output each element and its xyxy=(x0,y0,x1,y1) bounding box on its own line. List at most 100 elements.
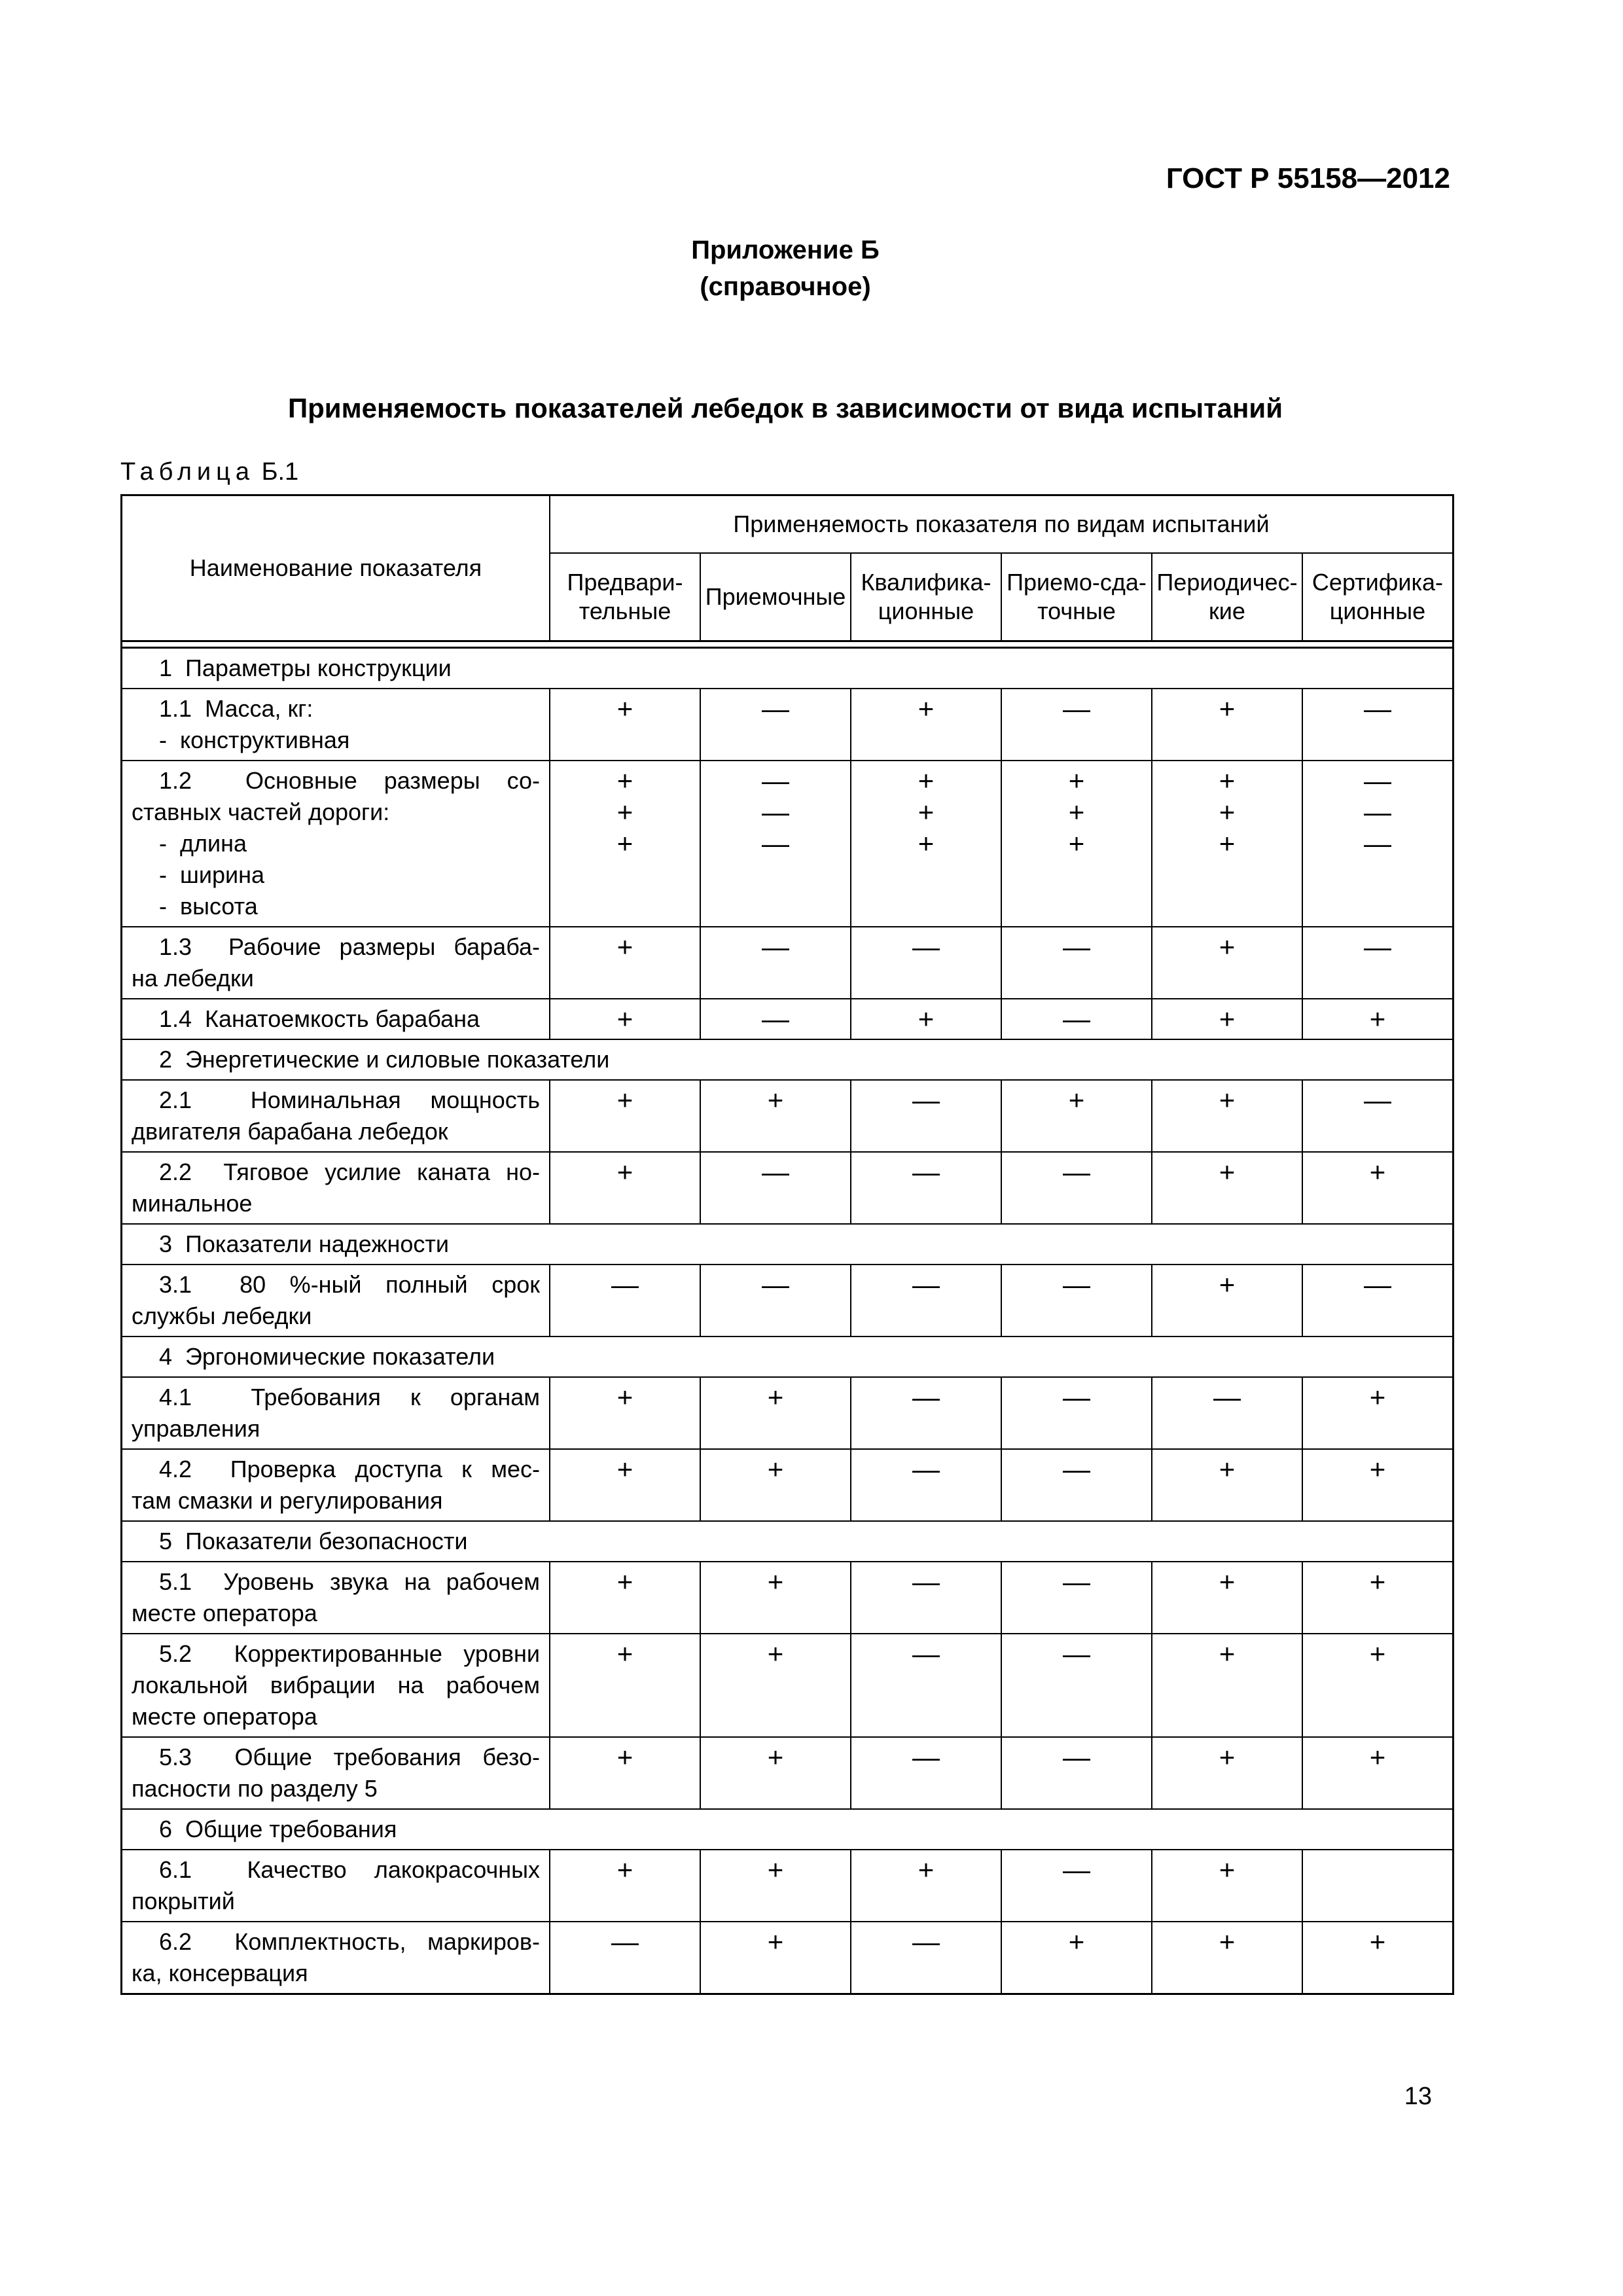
mark-cell: — xyxy=(1302,689,1452,760)
table-row: 2.2 Тяговое усилие каната но-минальное + —… xyxy=(122,1151,1452,1223)
dash-mark: — xyxy=(1364,765,1391,796)
plus-mark: + xyxy=(1219,828,1236,859)
mark-cell: + xyxy=(700,1922,850,1993)
label-line: 2.1 Номинальная мощность xyxy=(159,1086,540,1113)
mark-cell: — — — xyxy=(1302,761,1452,926)
mark-cell: — xyxy=(549,1265,700,1336)
label-line: 6.2 Комплектность, маркиров- xyxy=(159,1928,540,1955)
plus-mark: + xyxy=(616,1854,633,1885)
label-line: месте оператора xyxy=(132,1703,317,1730)
dash-mark: — xyxy=(1063,1269,1090,1300)
section-label: 4 Эргономические показатели xyxy=(159,1343,495,1370)
row-label-cell: 5.1 Уровень звука на рабочем месте операт… xyxy=(122,1562,549,1633)
mark-cell: — xyxy=(850,1450,1001,1520)
plus-mark: + xyxy=(1219,1638,1236,1669)
mark-cell: — xyxy=(1302,1081,1452,1151)
label-line: - высота xyxy=(159,893,258,920)
dash-mark: — xyxy=(611,1926,639,1957)
plus-mark: + xyxy=(1369,1742,1386,1772)
dash-mark: — xyxy=(912,1454,940,1484)
row-label-cell: 1.4 Канатоемкость барабана xyxy=(122,999,549,1039)
dash-mark: — xyxy=(1063,693,1090,724)
mark-cell: — xyxy=(1001,1153,1151,1223)
label-line: 5.1 Уровень звука на рабочем xyxy=(159,1568,540,1595)
dash-mark: — xyxy=(1364,931,1391,962)
plus-mark: + xyxy=(1369,1566,1386,1597)
mark-cell: — xyxy=(850,1265,1001,1336)
plus-mark: + xyxy=(1369,1926,1386,1957)
mark-cell: + xyxy=(1151,1922,1302,1993)
dash-mark: — xyxy=(1063,1854,1090,1885)
label-line: минальное xyxy=(132,1190,253,1217)
dash-mark: — xyxy=(912,1269,940,1300)
mark-cell: — xyxy=(700,999,850,1039)
table-caption-word: Таблица xyxy=(120,458,255,486)
mark-cell: + xyxy=(1001,1922,1151,1993)
span-header: Применяемость показателя по видам испыта… xyxy=(549,496,1452,554)
mark-cell: + xyxy=(1302,1450,1452,1520)
mark-cell: — xyxy=(1302,1265,1452,1336)
table-row: 1.2 Основные размеры со-ставных частей д… xyxy=(122,760,1452,926)
plus-mark: + xyxy=(1219,1085,1236,1115)
label-line: 5.3 Общие требования безо- xyxy=(159,1744,540,1770)
plus-mark: + xyxy=(918,1003,935,1034)
mark-cell: + xyxy=(1302,1738,1452,1808)
mark-cell: + xyxy=(1151,1153,1302,1223)
dash-mark: — xyxy=(1063,1638,1090,1669)
mark-cell: — xyxy=(700,927,850,998)
mark-cell: — xyxy=(1001,1634,1151,1736)
mark-cell: + xyxy=(549,1153,700,1223)
plus-mark: + xyxy=(1068,1085,1085,1115)
mark-cell: — xyxy=(1001,1850,1151,1921)
mark-cell: + xyxy=(700,1738,850,1808)
plus-mark: + xyxy=(767,1566,784,1597)
label-line: на лебедки xyxy=(132,965,254,992)
row-label-cell: 1.2 Основные размеры со-ставных частей д… xyxy=(122,761,549,926)
section-row: 5 Показатели безопасности xyxy=(122,1520,1452,1561)
mark-cell: + xyxy=(700,1850,850,1921)
mark-cell: + xyxy=(549,927,700,998)
mark-cell: + xyxy=(700,1378,850,1448)
label-line: месте оператора xyxy=(132,1600,317,1626)
mark-cell: + xyxy=(549,1378,700,1448)
plus-mark: + xyxy=(918,765,935,796)
plus-mark: + xyxy=(1219,765,1236,796)
plus-mark: + xyxy=(616,931,633,962)
dash-mark: — xyxy=(762,797,789,827)
plus-mark: + xyxy=(1219,1003,1236,1034)
label-line: 1.3 Рабочие размеры бараба- xyxy=(159,933,540,960)
mark-cell: — xyxy=(850,1738,1001,1808)
table-caption-number: Б.1 xyxy=(261,458,299,486)
mark-cell: + xyxy=(700,1634,850,1736)
dash-mark: — xyxy=(762,1003,789,1034)
label-line: 3.1 80 %-ный полный срок xyxy=(159,1271,540,1298)
plus-mark: + xyxy=(616,1157,633,1187)
mark-cell: + xyxy=(700,1562,850,1633)
plus-mark: + xyxy=(1369,1382,1386,1412)
mark-cell: — xyxy=(850,1922,1001,1993)
dash-mark: — xyxy=(912,1085,940,1115)
dash-mark: — xyxy=(1063,1157,1090,1187)
mark-cell: + xyxy=(1151,689,1302,760)
section-row: 1 Параметры конструкции xyxy=(122,649,1452,688)
section-row: 2 Энергетические и силовые показатели xyxy=(122,1039,1452,1079)
label-line: - длина xyxy=(159,830,247,857)
dash-mark: — xyxy=(912,931,940,962)
table-row: 1.3 Рабочие размеры бараба-на лебедки + — —… xyxy=(122,926,1452,998)
plus-mark: + xyxy=(616,1382,633,1412)
mark-cell: — — — xyxy=(700,761,850,926)
plus-mark: + xyxy=(767,1454,784,1484)
plus-mark: + xyxy=(1068,828,1085,859)
mark-cell: — xyxy=(1001,927,1151,998)
dash-mark: — xyxy=(611,1269,639,1300)
mark-cell: + xyxy=(1151,1562,1302,1633)
dash-mark: — xyxy=(1063,931,1090,962)
plus-mark: + xyxy=(1369,1157,1386,1187)
mark-cell: + xyxy=(1151,1634,1302,1736)
plus-mark: + xyxy=(1219,1157,1236,1187)
plus-mark: + xyxy=(767,1854,784,1885)
mark-cell: + xyxy=(700,1450,850,1520)
row-label-cell: 4.2 Проверка доступа к мес-там смазки и … xyxy=(122,1450,549,1520)
annex-subtitle: (справочное) xyxy=(700,272,871,301)
table-row: 5.2 Корректированные уровни локальной виб… xyxy=(122,1633,1452,1736)
